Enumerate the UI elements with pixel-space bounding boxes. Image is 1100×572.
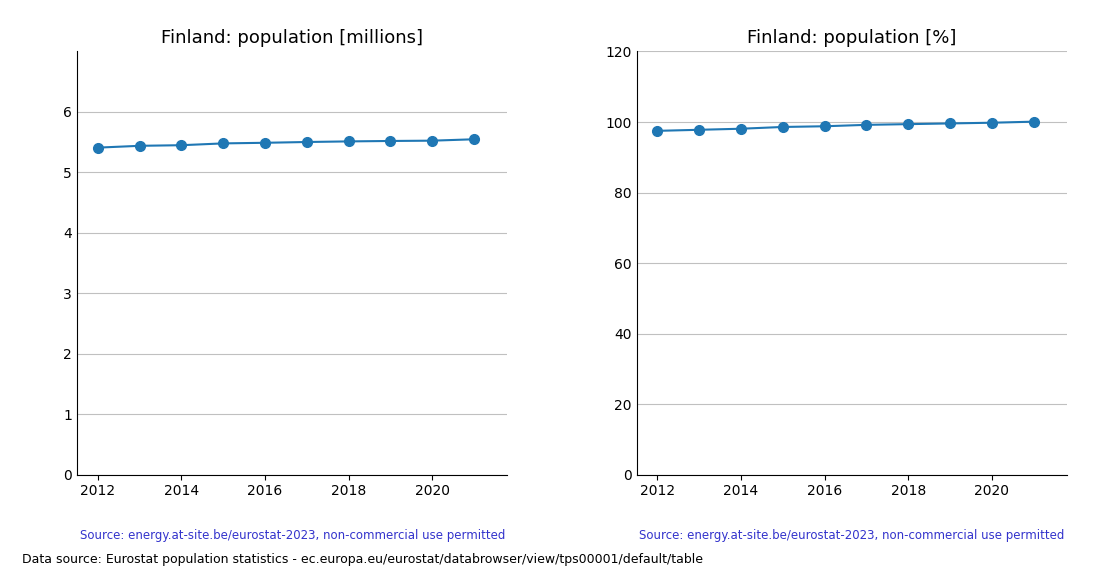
Title: Finland: population [%]: Finland: population [%] xyxy=(747,29,957,47)
Text: Data source: Eurostat population statistics - ec.europa.eu/eurostat/databrowser/: Data source: Eurostat population statist… xyxy=(22,553,703,566)
Text: Source: energy.at-site.be/eurostat-2023, non-commercial use permitted: Source: energy.at-site.be/eurostat-2023,… xyxy=(79,529,505,542)
Text: Source: energy.at-site.be/eurostat-2023, non-commercial use permitted: Source: energy.at-site.be/eurostat-2023,… xyxy=(639,529,1065,542)
Title: Finland: population [millions]: Finland: population [millions] xyxy=(162,29,424,47)
